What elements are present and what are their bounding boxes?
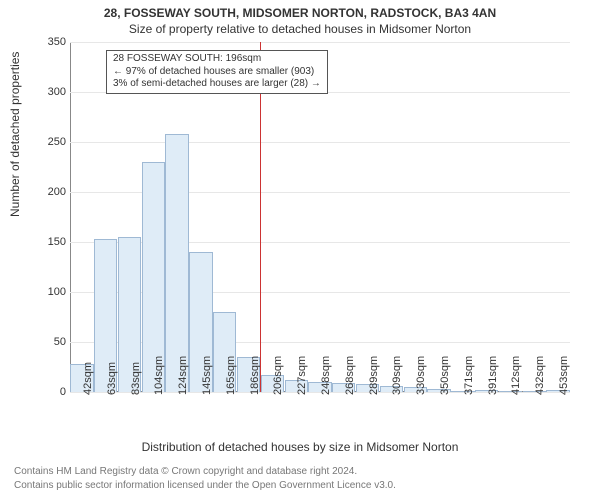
gridline — [70, 142, 570, 143]
x-tick-label: 453sqm — [558, 356, 570, 395]
x-tick-label: 309sqm — [391, 356, 403, 395]
y-tick-label: 150 — [26, 236, 66, 248]
annotation-box: 28 FOSSEWAY SOUTH: 196sqm← 97% of detach… — [106, 50, 328, 94]
chart-title-sub: Size of property relative to detached ho… — [0, 22, 600, 36]
x-tick-label: 227sqm — [296, 356, 308, 395]
x-tick-label: 165sqm — [225, 356, 237, 395]
gridline — [70, 42, 570, 43]
y-axis-label: Number of detached properties — [8, 52, 22, 217]
marker-line — [260, 42, 261, 392]
annotation-line: ← 97% of detached houses are smaller (90… — [113, 66, 321, 79]
chart-title-main: 28, FOSSEWAY SOUTH, MIDSOMER NORTON, RAD… — [0, 6, 600, 20]
y-tick-label: 200 — [26, 186, 66, 198]
x-tick-label: 104sqm — [153, 356, 165, 395]
x-tick-label: 42sqm — [82, 362, 94, 395]
x-tick-label: 83sqm — [130, 362, 142, 395]
y-tick-label: 350 — [26, 36, 66, 48]
plot-area: 05010015020025030035042sqm63sqm83sqm104s… — [70, 42, 570, 392]
y-tick-label: 250 — [26, 136, 66, 148]
x-tick-label: 350sqm — [439, 356, 451, 395]
y-axis-line — [70, 42, 71, 392]
x-tick-label: 248sqm — [320, 356, 332, 395]
annotation-line: 28 FOSSEWAY SOUTH: 196sqm — [113, 53, 321, 66]
x-tick-label: 268sqm — [344, 356, 356, 395]
x-axis-title: Distribution of detached houses by size … — [0, 440, 600, 454]
x-tick-label: 289sqm — [368, 356, 380, 395]
x-tick-label: 412sqm — [510, 356, 522, 395]
x-tick-label: 432sqm — [534, 356, 546, 395]
x-tick-label: 371sqm — [463, 356, 475, 395]
x-tick-label: 206sqm — [272, 356, 284, 395]
annotation-line: 3% of semi-detached houses are larger (2… — [113, 78, 321, 91]
histogram-bar — [165, 134, 188, 392]
y-tick-label: 0 — [26, 386, 66, 398]
x-tick-label: 391sqm — [487, 356, 499, 395]
footer-line-2: Contains public sector information licen… — [14, 480, 396, 491]
x-tick-label: 186sqm — [249, 356, 261, 395]
y-tick-label: 50 — [26, 336, 66, 348]
x-tick-label: 63sqm — [106, 362, 118, 395]
x-tick-label: 330sqm — [415, 356, 427, 395]
x-tick-label: 145sqm — [201, 356, 213, 395]
y-tick-label: 100 — [26, 286, 66, 298]
x-tick-label: 124sqm — [177, 356, 189, 395]
footer-line-1: Contains HM Land Registry data © Crown c… — [14, 466, 357, 477]
y-tick-label: 300 — [26, 86, 66, 98]
